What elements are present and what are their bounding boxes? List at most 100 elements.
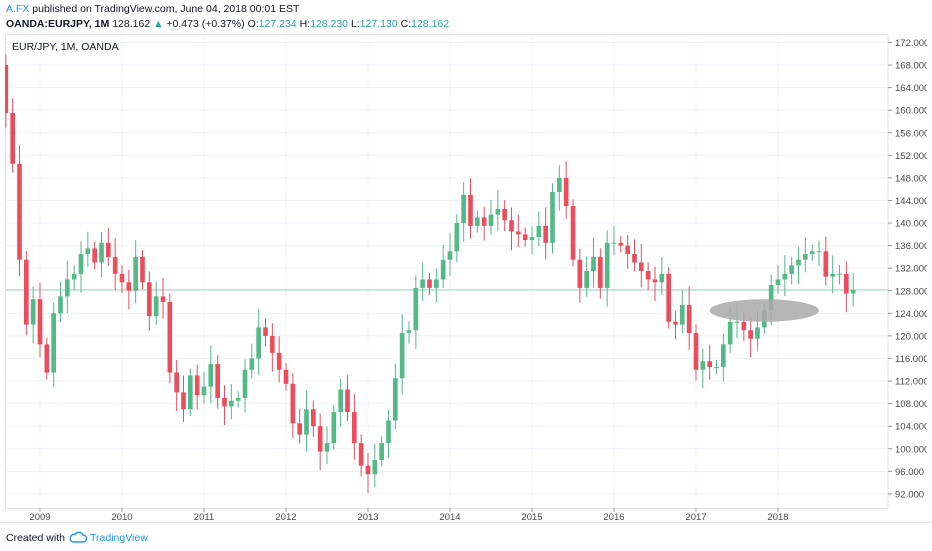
candle-body <box>167 302 173 373</box>
candle-body <box>345 389 350 413</box>
candle-body <box>215 364 220 398</box>
candle-body <box>816 251 822 253</box>
candle-body <box>372 460 378 475</box>
change-arrow-icon: ▲ <box>153 18 164 30</box>
candle-body <box>782 273 788 280</box>
tradingview-cloud-icon[interactable] <box>69 531 87 543</box>
x-tick-label: 2015 <box>521 512 542 522</box>
candle-body <box>208 364 214 387</box>
candle-body <box>618 242 624 246</box>
candle-body <box>24 259 29 325</box>
candle-body <box>522 234 528 240</box>
candle-body <box>577 259 583 288</box>
candle-body <box>222 397 227 407</box>
candle-body <box>611 242 617 244</box>
published-text: published on TradingView.com, June 04, 2… <box>29 3 300 15</box>
candle-body <box>598 256 603 288</box>
created-with-label: Created with <box>6 532 65 544</box>
candle-body <box>686 304 692 334</box>
candle-body <box>201 386 207 396</box>
candle-body <box>673 321 678 325</box>
candle-body <box>789 265 794 274</box>
candle-body <box>338 389 343 413</box>
candle-body <box>406 330 412 334</box>
x-tick-label: 2018 <box>767 512 788 522</box>
candle-body <box>290 383 296 424</box>
y-tick-label: 148.000 <box>895 173 927 184</box>
candle-body <box>256 327 261 359</box>
open-value: 127.234 <box>258 18 297 30</box>
candle-body <box>311 409 316 427</box>
candle-body <box>352 412 357 444</box>
y-tick-label: 144.000 <box>895 196 927 207</box>
candle-body <box>229 400 234 407</box>
last-price: 128.162 <box>112 18 151 30</box>
candle-body <box>659 273 665 283</box>
candle-body <box>420 279 425 288</box>
candle-body <box>249 358 255 370</box>
x-tick-label: 2012 <box>275 512 296 522</box>
candle-body <box>680 304 685 325</box>
candle-body <box>78 254 84 274</box>
candle-body <box>830 273 835 277</box>
candle-body <box>652 279 658 283</box>
candle-body <box>386 420 391 444</box>
candle-body <box>502 208 507 221</box>
candle-body <box>112 256 118 274</box>
candle-body <box>809 251 815 255</box>
candle-body <box>17 163 22 260</box>
candle-body <box>99 242 104 263</box>
author-link[interactable]: A.FX <box>6 3 30 15</box>
candle-body <box>775 279 781 286</box>
candle-body <box>734 321 740 323</box>
candle-body <box>140 256 145 283</box>
y-tick-label: 128.000 <box>895 286 927 297</box>
y-tick-label: 164.000 <box>895 83 927 94</box>
x-tick-label: 2011 <box>194 512 214 522</box>
candle-body <box>563 177 569 207</box>
price-chart[interactable]: 92.000 96.000 100.000 104.000 108.000 112.000… <box>5 34 927 522</box>
candle-body <box>468 194 473 226</box>
tradingview-link[interactable]: TradingView <box>90 532 148 544</box>
candle-body <box>181 392 186 410</box>
candle-body <box>666 273 671 322</box>
candle-body <box>557 177 562 192</box>
close-value: 128.162 <box>411 18 450 30</box>
x-tick-label: 2009 <box>29 512 50 522</box>
candle-body <box>727 321 733 345</box>
candle-body <box>516 231 521 235</box>
candle-body <box>529 237 535 240</box>
y-tick-label: 132.000 <box>895 264 927 275</box>
x-tick-label: 2017 <box>685 512 706 522</box>
y-tick-label: 124.000 <box>895 309 927 320</box>
y-tick-label: 140.000 <box>895 219 927 230</box>
chart-area[interactable]: 92.000 96.000 100.000 104.000 108.000 112.000… <box>5 34 927 522</box>
candle-body <box>741 321 747 331</box>
candle-body <box>413 287 419 331</box>
candle-body <box>324 443 330 452</box>
candle-body <box>796 259 801 266</box>
y-tick-label: 108.000 <box>895 399 927 410</box>
y-tick-label: 116.000 <box>895 354 927 365</box>
low-label: L: <box>350 18 360 30</box>
y-tick-label: 156.000 <box>895 128 927 139</box>
candle-body <box>475 217 480 226</box>
high-value: 128.230 <box>310 18 349 30</box>
candle-body <box>10 113 15 164</box>
candle-body <box>632 254 637 263</box>
candle-body <box>174 372 179 393</box>
x-tick-label: 2014 <box>439 512 460 522</box>
candle-body <box>188 375 193 410</box>
candle-body <box>393 378 398 421</box>
candle-body <box>461 194 466 224</box>
candle-body <box>604 242 610 288</box>
candle-body <box>454 223 460 252</box>
y-tick-label: 112.000 <box>895 377 927 388</box>
candle-body <box>263 327 268 336</box>
candle-body <box>283 369 289 384</box>
candle-body <box>119 273 125 283</box>
candle-body <box>481 217 487 226</box>
high-label: H: <box>299 18 311 30</box>
candle-body <box>58 296 63 314</box>
candle-body <box>639 262 644 271</box>
